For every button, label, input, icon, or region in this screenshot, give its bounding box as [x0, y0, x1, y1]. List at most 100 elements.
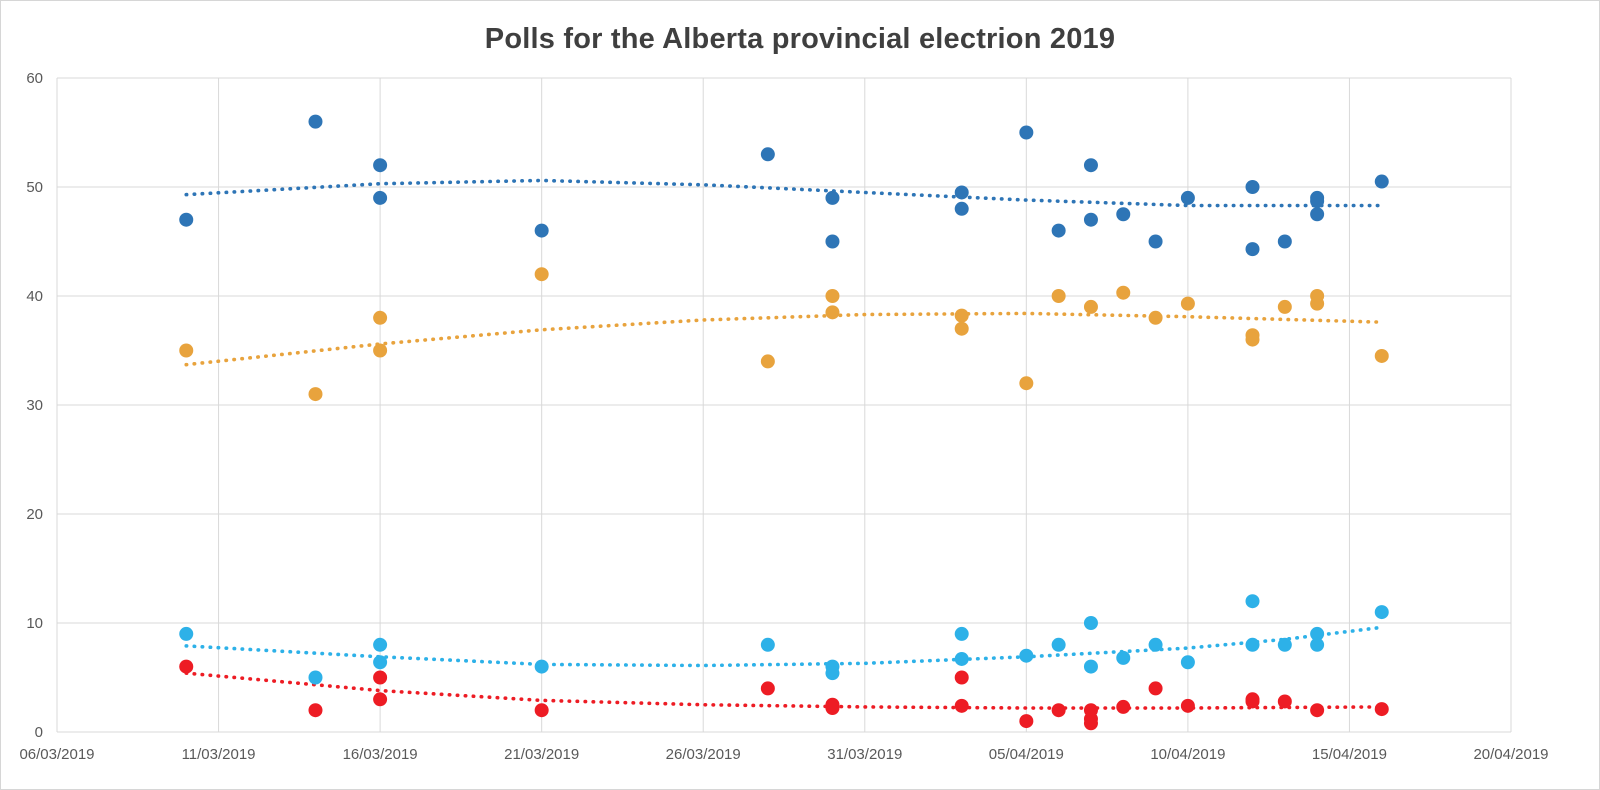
series-red-point: [534, 703, 549, 718]
series-dark-blue-point: [1310, 194, 1325, 209]
series-dark-blue-point: [1374, 174, 1389, 189]
series-dark-blue-point: [954, 201, 969, 216]
series-light-blue-point: [1245, 594, 1260, 609]
series-dark-blue-point: [825, 234, 840, 249]
series-dark-blue-point: [825, 190, 840, 205]
series-orange-point: [179, 343, 194, 358]
series-red-trendline: [184, 671, 1384, 710]
series-orange-point: [1083, 299, 1098, 314]
x-axis-tick-label: 31/03/2019: [827, 746, 902, 763]
chart-title: Polls for the Alberta provincial electri…: [484, 23, 1116, 55]
series-orange-point: [1148, 310, 1163, 325]
y-axis-tick-label: 10: [26, 615, 43, 632]
series-light-blue-point: [954, 651, 969, 666]
series-dark-blue-point: [179, 212, 194, 227]
series-dark-blue-trendline: [184, 178, 1384, 208]
series-orange-point: [373, 310, 388, 325]
series-light-blue-point: [1245, 637, 1260, 652]
series-orange-point: [954, 321, 969, 336]
y-axis-tick-label: 50: [26, 179, 43, 196]
series-dark-blue-point: [1019, 125, 1034, 140]
series-light-blue-point: [373, 655, 388, 670]
series-light-blue-point: [308, 670, 323, 685]
series-light-blue-point: [1116, 650, 1131, 665]
series-orange-point: [1310, 296, 1325, 311]
series-light-blue-point: [1083, 616, 1098, 630]
series-light-blue-point: [179, 626, 194, 641]
series-light-blue-point: [1148, 637, 1163, 652]
series-light-blue-point: [1374, 605, 1389, 620]
series-orange-point: [760, 354, 775, 369]
series-dark-blue-point: [1277, 234, 1292, 249]
series-dark-blue-point: [1083, 158, 1098, 173]
y-axis-tick-label: 0: [35, 724, 43, 741]
series-orange-point: [1245, 332, 1260, 347]
series-orange-point: [825, 305, 840, 320]
series-red-point: [1083, 716, 1098, 731]
x-axis-tick-label: 21/03/2019: [504, 746, 579, 763]
series-dark-blue-point: [534, 223, 549, 238]
x-axis-tick-label: 20/04/2019: [1473, 746, 1548, 763]
x-axis-tick-label: 10/04/2019: [1150, 746, 1225, 763]
series-orange-point: [308, 387, 323, 402]
series-dark-blue-point: [373, 158, 388, 173]
series-red-point: [373, 670, 388, 685]
series-red-point: [1277, 694, 1292, 709]
series-red-point: [1245, 694, 1260, 709]
series-orange-point: [1051, 289, 1066, 303]
series-dark-blue-point: [1148, 234, 1163, 249]
series-dark-blue-point: [760, 147, 775, 162]
series-orange-point: [534, 267, 549, 282]
series-light-blue-point: [373, 637, 388, 652]
series-dark-blue-point: [1083, 212, 1098, 227]
series-red-point: [954, 670, 969, 685]
series-red-point: [373, 692, 388, 707]
x-axis-tick-label: 05/04/2019: [989, 746, 1064, 763]
series-orange-point: [1277, 299, 1292, 314]
series-red-point: [825, 701, 840, 716]
series-orange-point: [954, 308, 969, 323]
x-axis-tick-label: 15/04/2019: [1312, 746, 1387, 763]
series-red-point: [1148, 681, 1163, 696]
series-dark-blue-point: [308, 114, 323, 129]
series-light-blue-point: [1277, 637, 1292, 652]
x-axis-tick-label: 06/03/2019: [19, 746, 94, 763]
series-light-blue-point: [1310, 637, 1325, 652]
series-orange-point: [1116, 285, 1131, 300]
y-axis-tick-label: 60: [26, 70, 43, 87]
series-red-point: [179, 659, 194, 674]
series-dark-blue-point: [1116, 207, 1131, 222]
series-dark-blue-point: [954, 185, 969, 200]
series-dark-blue-point: [1180, 190, 1195, 205]
series-dark-blue-point: [1051, 223, 1066, 238]
series-light-blue-point: [954, 626, 969, 641]
series-dark-blue-point: [1310, 207, 1325, 222]
series-red-point: [1116, 699, 1131, 714]
series-light-blue-point: [825, 666, 840, 681]
series-light-blue-trendline: [184, 625, 1384, 668]
series-orange-point: [1180, 296, 1195, 311]
series-light-blue-point: [1180, 655, 1195, 670]
series-orange-point: [1019, 376, 1034, 391]
series-red-point: [1019, 714, 1034, 729]
x-axis-tick-label: 11/03/2019: [182, 746, 256, 763]
series-red-point: [760, 681, 775, 696]
series-red-point: [1180, 698, 1195, 713]
series-red-point: [954, 698, 969, 713]
series-light-blue-point: [1310, 626, 1325, 641]
y-axis-tick-label: 20: [26, 506, 43, 523]
series-orange-point: [825, 289, 840, 303]
series-red-point: [1374, 702, 1389, 717]
series-light-blue-point: [534, 659, 549, 674]
series-red-point: [1051, 703, 1066, 718]
series-dark-blue-point: [1245, 180, 1260, 194]
series-red-point: [308, 703, 323, 718]
series-light-blue-point: [1051, 637, 1066, 652]
series-light-blue-point: [1019, 648, 1034, 663]
y-axis-tick-label: 30: [26, 397, 43, 414]
x-axis-tick-label: 26/03/2019: [666, 746, 741, 763]
series-dark-blue-point: [373, 190, 388, 205]
series-orange-trendline: [184, 311, 1384, 367]
